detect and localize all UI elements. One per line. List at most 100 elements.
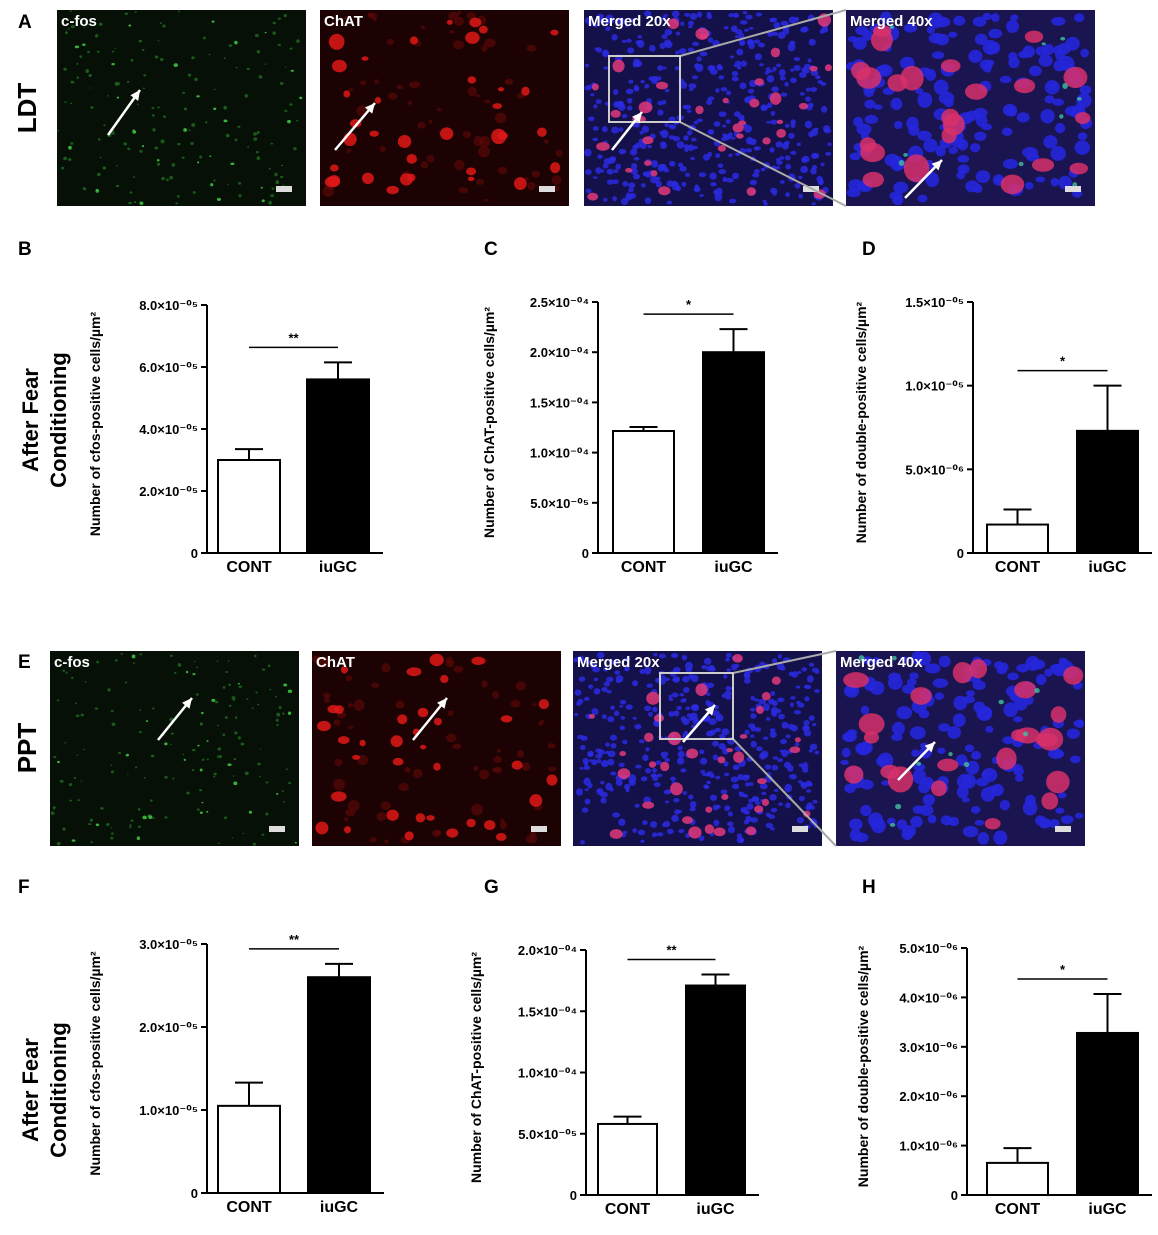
cell xyxy=(70,676,74,679)
cell xyxy=(717,163,724,168)
cell xyxy=(749,782,754,786)
cell xyxy=(284,109,288,112)
cell xyxy=(713,189,719,195)
cell xyxy=(588,116,595,122)
cell xyxy=(134,11,138,13)
cell xyxy=(126,80,130,83)
cell xyxy=(596,142,610,151)
cell xyxy=(994,661,1004,670)
cell xyxy=(446,19,453,25)
cell xyxy=(660,751,669,757)
cell xyxy=(841,747,851,758)
cell xyxy=(133,176,135,179)
cell xyxy=(145,720,149,723)
cell xyxy=(898,159,905,167)
cell xyxy=(610,771,617,776)
cell xyxy=(1052,749,1064,759)
y-axis-label: Number of double-positive cells/µm² xyxy=(853,301,869,543)
y-tick-label: 2.0×10⁻⁰⁶ xyxy=(899,1089,958,1104)
cell xyxy=(1062,82,1068,90)
cell xyxy=(513,177,527,191)
cell xyxy=(825,151,832,156)
cell xyxy=(1046,770,1070,794)
cell xyxy=(256,156,261,161)
cell xyxy=(736,65,742,70)
cell xyxy=(770,807,778,813)
cell xyxy=(856,123,872,136)
cell xyxy=(627,47,635,54)
cell xyxy=(68,145,72,150)
cell xyxy=(183,107,188,111)
cell xyxy=(935,145,946,157)
cell xyxy=(584,17,593,24)
cell xyxy=(114,81,119,86)
cell xyxy=(246,67,250,71)
arrow-head xyxy=(632,112,642,123)
cell xyxy=(982,39,998,55)
cell xyxy=(625,787,630,793)
cell xyxy=(50,811,55,815)
cell xyxy=(671,654,676,658)
cell xyxy=(771,86,779,93)
cell xyxy=(224,716,228,719)
cell xyxy=(550,162,561,174)
cell xyxy=(217,747,222,751)
cell xyxy=(409,36,418,45)
cell xyxy=(860,779,874,790)
cell xyxy=(688,20,694,26)
cell xyxy=(237,736,241,740)
cell xyxy=(962,825,979,838)
cell xyxy=(497,87,504,92)
cell xyxy=(632,680,639,687)
cell xyxy=(70,102,73,105)
cell xyxy=(964,744,975,753)
cell xyxy=(352,754,361,760)
cell xyxy=(674,66,680,71)
cell xyxy=(742,11,748,15)
cell xyxy=(780,92,788,97)
bar xyxy=(986,1161,1049,1197)
cell xyxy=(793,57,800,62)
cell xyxy=(607,716,615,723)
cell xyxy=(622,739,628,745)
zoom-line xyxy=(679,121,847,207)
cell xyxy=(796,816,805,824)
cell xyxy=(56,841,61,846)
cell xyxy=(715,88,720,93)
cell xyxy=(148,815,153,820)
cell xyxy=(152,707,155,710)
cell xyxy=(596,13,604,20)
cell xyxy=(731,70,739,77)
cell xyxy=(903,23,918,33)
cell xyxy=(615,163,622,170)
cell xyxy=(603,667,609,672)
cell xyxy=(785,734,791,739)
cell xyxy=(329,164,339,172)
cell xyxy=(664,88,670,93)
cell xyxy=(433,762,441,771)
cell xyxy=(277,43,281,47)
cell xyxy=(738,120,747,126)
cell xyxy=(705,692,711,697)
cell xyxy=(353,699,365,712)
cell xyxy=(673,710,680,717)
cell xyxy=(74,45,80,49)
cell xyxy=(274,172,278,177)
cell xyxy=(672,136,680,142)
cell xyxy=(890,97,903,111)
cell xyxy=(293,147,297,151)
cell xyxy=(466,167,477,176)
x-tick-label: CONT xyxy=(226,1199,272,1216)
cell xyxy=(1057,792,1067,799)
cell xyxy=(201,758,205,761)
cell xyxy=(636,39,645,48)
cell xyxy=(766,102,773,109)
cell xyxy=(1066,728,1080,739)
cell xyxy=(606,676,614,683)
cell xyxy=(993,830,1008,845)
cell xyxy=(969,659,988,679)
cell xyxy=(415,813,426,823)
cell xyxy=(957,155,970,163)
cell xyxy=(618,762,625,768)
